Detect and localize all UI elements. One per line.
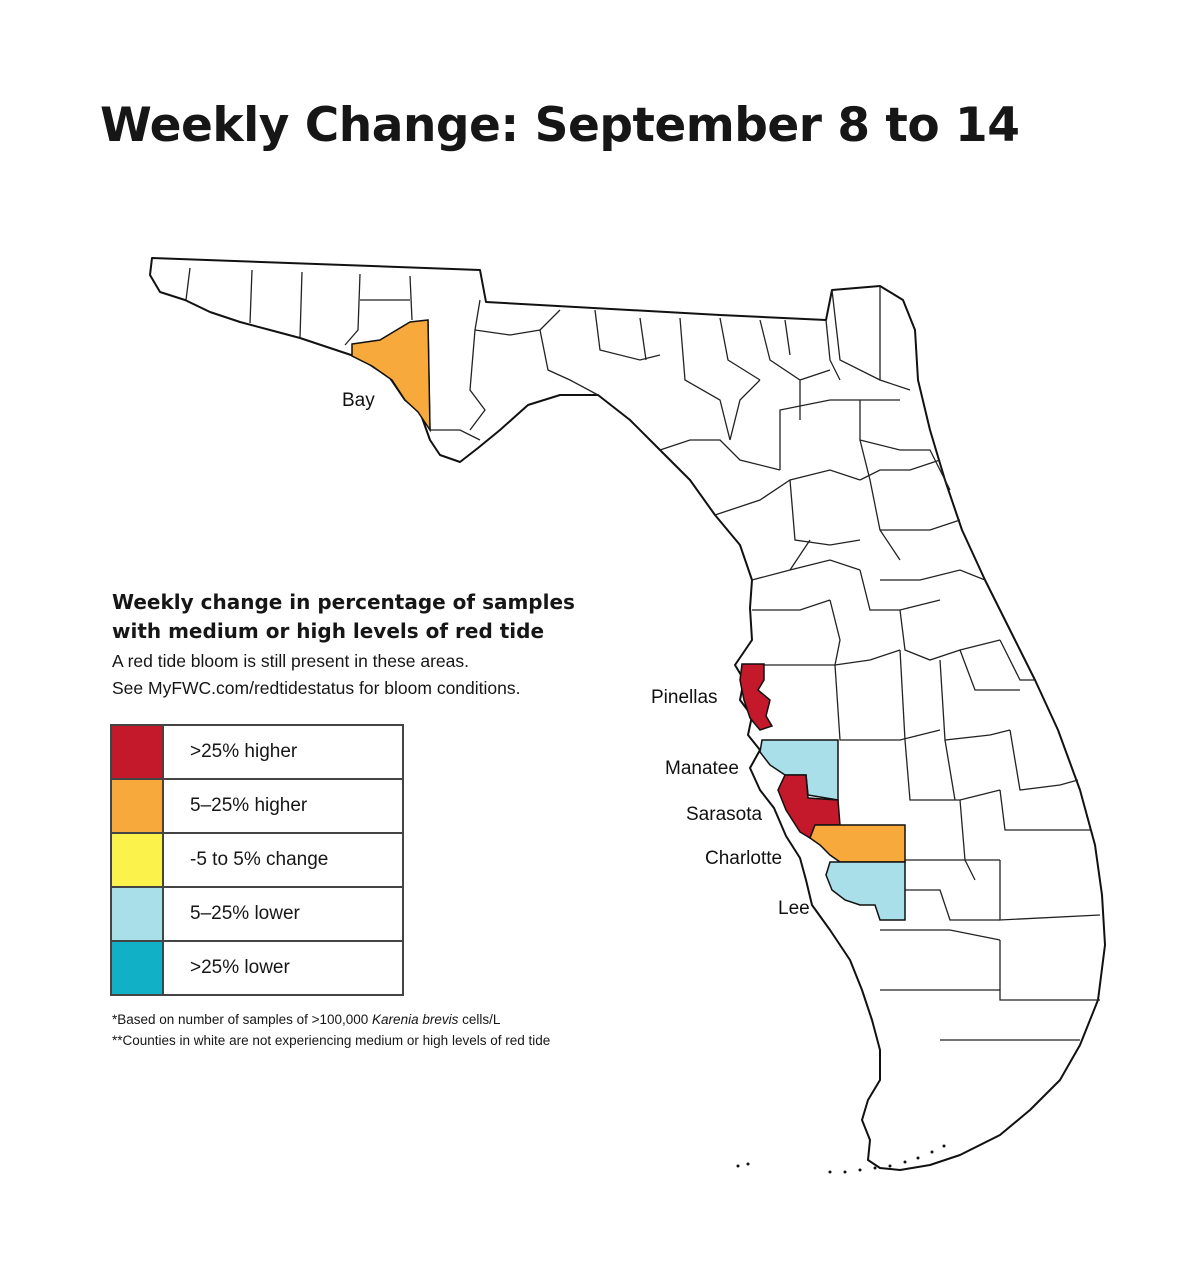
legend-row-3: -5 to 5% change — [110, 832, 404, 888]
map-title: Weekly Change: September 8 to 14 — [100, 98, 1020, 153]
county-pinellas — [739, 663, 774, 731]
legend-swatch-5 — [110, 940, 164, 996]
label-sarasota: Sarasota — [686, 804, 762, 825]
county-bay — [351, 319, 431, 433]
county-borders — [185, 267, 1101, 1041]
label-manatee: Manatee — [665, 758, 739, 779]
legend-title-line1: Weekly change in percentage of samples — [112, 590, 575, 614]
legend-table: >25% higher 5–25% higher -5 to 5% change… — [110, 724, 404, 996]
county-lee — [825, 861, 906, 921]
legend-row-5: >25% lower — [110, 940, 404, 996]
legend-swatch-3 — [110, 832, 164, 888]
florida-keys — [736, 1144, 946, 1174]
legend-swatch-4 — [110, 886, 164, 942]
label-charlotte: Charlotte — [705, 848, 782, 869]
label-lee: Lee — [778, 898, 810, 919]
footnote-1: *Based on number of samples of >100,000 … — [112, 1012, 500, 1027]
county-charlotte — [809, 824, 906, 863]
label-pinellas: Pinellas — [651, 687, 718, 708]
legend-title-line2: with medium or high levels of red tide — [112, 619, 545, 643]
legend-row-4: 5–25% lower — [110, 886, 404, 942]
legend-label-5: >25% lower — [162, 940, 404, 996]
florida-state-outline — [149, 257, 1106, 1171]
label-bay: Bay — [342, 390, 375, 411]
footnote-1-species: Karenia brevis — [372, 1012, 459, 1027]
legend-label-1: >25% higher — [162, 724, 404, 780]
legend-swatch-2 — [110, 778, 164, 834]
legend-swatch-1 — [110, 724, 164, 780]
footnote-1-prefix: *Based on number of samples of >100,000 — [112, 1012, 373, 1027]
legend-row-1: >25% higher — [110, 724, 404, 780]
legend-label-4: 5–25% lower — [162, 886, 404, 942]
footnote-1-suffix: cells/L — [458, 1012, 501, 1027]
legend-heading: Weekly change in percentage of samples w… — [112, 588, 712, 702]
legend-subtitle-line2: See MyFWC.com/redtidestatus for bloom co… — [112, 678, 521, 698]
legend-row-2: 5–25% higher — [110, 778, 404, 834]
legend-label-3: -5 to 5% change — [162, 832, 404, 888]
legend-subtitle-line1: A red tide bloom is still present in the… — [112, 651, 469, 671]
footnote-2: **Counties in white are not experiencing… — [112, 1033, 551, 1048]
legend-label-2: 5–25% higher — [162, 778, 404, 834]
